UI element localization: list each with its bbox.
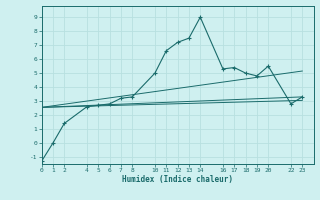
X-axis label: Humidex (Indice chaleur): Humidex (Indice chaleur) (122, 175, 233, 184)
